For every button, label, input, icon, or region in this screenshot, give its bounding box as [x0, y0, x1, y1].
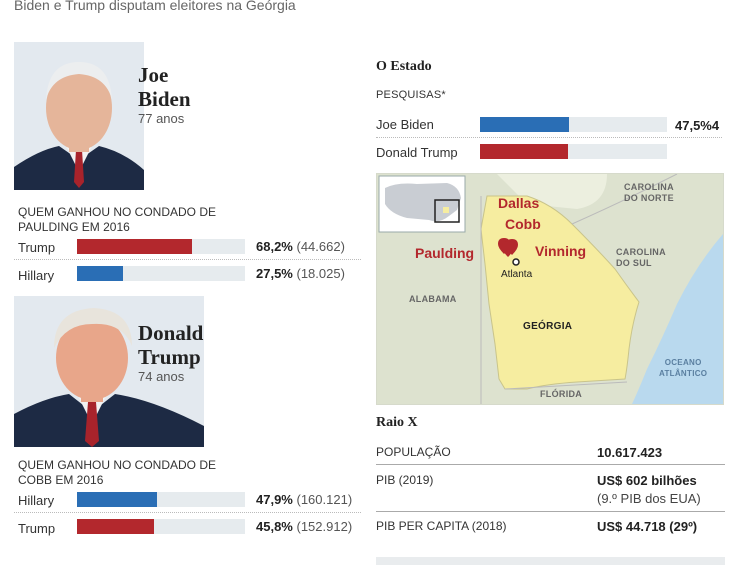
- divider: [376, 137, 722, 138]
- georgia-map: CAROLINA DO NORTE CAROLINA DO SUL ALABAM…: [376, 173, 724, 405]
- cobb-row-2-pct: 45,8%: [256, 519, 293, 534]
- paulding-row-2-bar: [77, 266, 245, 281]
- state-title: O Estado: [376, 59, 432, 74]
- raio-x-sub-gdp: (9.º PIB dos EUA): [597, 491, 701, 506]
- poll-trump-pct: 4: [711, 118, 720, 133]
- divider: [376, 511, 725, 512]
- cobb-row-2-bar: [77, 519, 245, 534]
- bottom-bar: [376, 557, 725, 565]
- trump-last-name: Trump: [138, 345, 201, 369]
- paulding-row-2-pct: 27,5%: [256, 266, 293, 281]
- cobb-row-1-fill: [77, 492, 158, 507]
- cobb-row-2-value: 45,8% (152.912): [256, 519, 352, 534]
- cobb-row-1-votes: (160.121): [296, 492, 353, 507]
- poll-biden-fill: [480, 117, 569, 132]
- city-paulding: Paulding: [415, 245, 475, 261]
- biden-last-name: Biden: [138, 87, 191, 111]
- poll-biden-value: 47,5%4: [675, 118, 719, 133]
- cobb-row-1-value: 47,9% (160.121): [256, 492, 352, 507]
- cobb-row-1-pct: 47,9%: [256, 492, 293, 507]
- paulding-row-1-pct: 68,2%: [256, 239, 293, 254]
- poll-trump-label: Donald Trump: [376, 145, 458, 160]
- paulding-row-1-fill: [77, 239, 192, 254]
- trump-photo: [14, 296, 204, 447]
- label-south-carolina-text: CAROLINA DO SUL: [616, 247, 666, 268]
- atlanta-marker: [512, 258, 520, 266]
- paulding-row-2-fill: [77, 266, 124, 281]
- paulding-row-1-value: 68,2% (44.662): [256, 239, 345, 254]
- raio-x-value-gdp-per-capita: US$ 44.718 (29º): [597, 519, 698, 534]
- trump-first-name: Donald: [138, 321, 204, 345]
- label-georgia: GEÓRGIA: [523, 321, 573, 332]
- poll-trump-bar: [480, 144, 667, 159]
- georgia-map-shapes: [377, 174, 723, 404]
- label-north-carolina: CAROLINA DO NORTE: [624, 182, 674, 204]
- divider: [14, 512, 361, 513]
- city-markers: [498, 238, 518, 257]
- label-atlanta: Atlanta: [501, 269, 533, 280]
- biden-portrait-icon: [14, 42, 144, 190]
- cobb-row-1-label: Hillary: [18, 493, 55, 508]
- city-vinning: Vinning: [535, 243, 587, 259]
- cobb-question: QUEM GANHOU NO CONDADO DE COBB EM 2016: [18, 458, 217, 487]
- trump-age: 74 anos: [138, 369, 185, 384]
- city-dallas: Dallas: [498, 195, 540, 211]
- label-north-carolina-text: CAROLINA DO NORTE: [624, 182, 674, 203]
- biden-photo: [14, 42, 144, 190]
- trump-portrait-icon: [14, 296, 204, 447]
- raio-x-title: Raio X: [376, 415, 418, 430]
- paulding-row-1-bar: [77, 239, 245, 254]
- cobb-row-2-fill: [77, 519, 154, 534]
- polls-label: PESQUISAS*: [376, 89, 446, 101]
- paulding-row-1-votes: (44.662): [296, 239, 345, 254]
- map-ocean: [632, 234, 723, 404]
- paulding-row-2-label: Hillary: [18, 268, 55, 283]
- cobb-row-2-label: Trump: [18, 521, 56, 536]
- paulding-question: QUEM GANHOU NO CONDADO DE PAULDING EM 20…: [18, 205, 217, 234]
- city-cobb: Cobb: [505, 216, 541, 232]
- cobb-row-2-votes: (152.912): [296, 519, 353, 534]
- label-ocean: OCEANO ATLÂNTICO: [659, 357, 707, 379]
- paulding-row-2-value: 27,5% (18.025): [256, 266, 345, 281]
- paulding-row-1-label: Trump: [18, 240, 56, 255]
- label-florida: FLÓRIDA: [540, 389, 583, 399]
- raio-x-label-gdp: PIB (2019): [376, 473, 434, 487]
- poll-biden-bar: [480, 117, 667, 132]
- label-south-carolina: CAROLINA DO SUL: [616, 247, 666, 269]
- poll-trump-fill: [480, 144, 568, 159]
- page-title: Biden e Trump disputam eleitores na Geór…: [14, 0, 296, 13]
- raio-x-value-population: 10.617.423: [597, 445, 663, 460]
- biden-first-name: Joe: [138, 63, 169, 87]
- label-alabama: ALABAMA: [409, 294, 457, 304]
- raio-x-label-gdp-per-capita: PIB PER CAPITA (2018): [376, 519, 507, 533]
- poll-biden-pct: 47,5%: [675, 118, 712, 133]
- cobb-row-1-bar: [77, 492, 245, 507]
- poll-biden-label: Joe Biden: [376, 117, 434, 132]
- divider: [14, 259, 361, 260]
- raio-x-label-population: POPULAÇÃO: [376, 445, 451, 459]
- paulding-row-2-votes: (18.025): [296, 266, 345, 281]
- label-ocean-text: OCEANO ATLÂNTICO: [659, 358, 708, 378]
- biden-age: 77 anos: [138, 111, 185, 126]
- raio-x-value-gdp: US$ 602 bilhões: [597, 473, 697, 488]
- divider: [376, 464, 725, 465]
